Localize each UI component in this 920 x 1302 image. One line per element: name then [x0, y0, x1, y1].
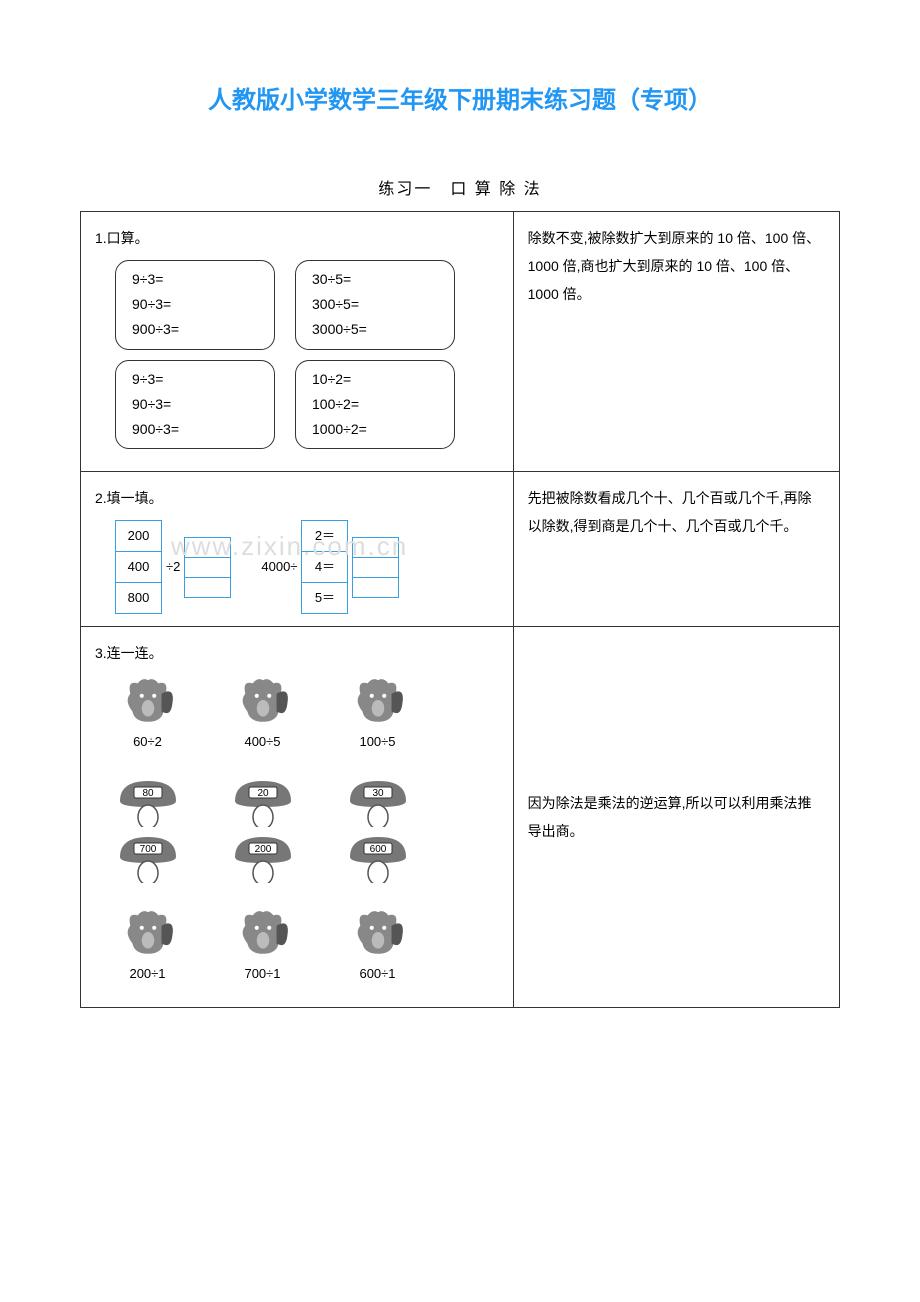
- mini-table-right-in: 2＝ 4＝ 5＝: [301, 520, 348, 614]
- cell: [353, 557, 399, 577]
- mushroom-icon: 200: [233, 835, 293, 883]
- cell: [185, 577, 231, 597]
- mushroom-icon: 700: [118, 835, 178, 883]
- mini-table-left-out: [184, 537, 231, 598]
- expr: 90÷3=: [132, 292, 258, 317]
- op-text: ÷2: [166, 554, 180, 580]
- q1-note-cell: 除数不变,被除数扩大到原来的 10 倍、100 倍、1000 倍,商也扩大到原来…: [513, 212, 839, 472]
- svg-text:200: 200: [254, 844, 271, 855]
- cell: [353, 577, 399, 597]
- expr: 1000÷2=: [312, 417, 438, 442]
- squirrel-row-top: 60÷2 400÷5 100÷5: [105, 675, 499, 755]
- cell: [185, 557, 231, 577]
- expr: 10÷2=: [312, 367, 438, 392]
- page-title: 人教版小学数学三年级下册期末练习题（专项）: [80, 80, 840, 115]
- squirrel-icon: [352, 907, 404, 959]
- mushroom-row-2: 700 200 600: [105, 835, 499, 883]
- expr: 900÷3=: [132, 417, 258, 442]
- expr: 9÷3=: [132, 267, 258, 292]
- expr: 9÷3=: [132, 367, 258, 392]
- svg-text:600: 600: [369, 844, 386, 855]
- cell: [353, 537, 399, 557]
- expr: 100÷2=: [312, 392, 438, 417]
- cell: [185, 537, 231, 557]
- q3-cell: 3.连一连。 60÷2 400÷5 100÷5: [81, 627, 514, 1008]
- q3-note-cell: 因为除法是乘法的逆运算,所以可以利用乘法推导出商。: [513, 627, 839, 1008]
- cell: 800: [116, 583, 162, 614]
- calc-box-2: 30÷5= 300÷5= 3000÷5=: [295, 260, 455, 350]
- op-text: 4000÷: [261, 554, 297, 580]
- exercise-subtitle: 练习一 口 算 除 法: [80, 175, 840, 199]
- worksheet-table: 1.口算。 9÷3= 90÷3= 900÷3= 30÷5= 300÷5= 300…: [80, 211, 840, 1008]
- q2-label: 2.填一填。: [95, 484, 499, 512]
- q3-label: 3.连一连。: [95, 639, 499, 667]
- q2-note: 先把被除数看成几个十、几个百或几个千,再除以除数,得到商是几个十、几个百或几个千…: [528, 484, 825, 540]
- mini-table-right-out: [352, 537, 399, 598]
- conn-label: 200÷1: [129, 961, 165, 987]
- q1-cell: 1.口算。 9÷3= 90÷3= 900÷3= 30÷5= 300÷5= 300…: [81, 212, 514, 472]
- mushroom-row-1: 80 20 30: [105, 779, 499, 827]
- squirrel-icon: [237, 675, 289, 727]
- expr: 30÷5=: [312, 267, 438, 292]
- svg-text:30: 30: [372, 788, 384, 799]
- fill-group-right: 4000÷ 2＝ 4＝ 5＝: [261, 520, 399, 614]
- expr: 3000÷5=: [312, 317, 438, 342]
- cell: 4＝: [302, 552, 348, 583]
- calc-box-1: 9÷3= 90÷3= 900÷3=: [115, 260, 275, 350]
- cell: 5＝: [302, 583, 348, 614]
- fill-group-left: 200 400 800 ÷2: [115, 520, 231, 614]
- squirrel-icon: [122, 675, 174, 727]
- mini-table-left-in: 200 400 800: [115, 520, 162, 614]
- mushroom-icon: 600: [348, 835, 408, 883]
- expr: 300÷5=: [312, 292, 438, 317]
- cell: 2＝: [302, 521, 348, 552]
- mushroom-icon: 20: [233, 779, 293, 827]
- q1-label: 1.口算。: [95, 224, 499, 252]
- squirrel-icon: [352, 675, 404, 727]
- squirrel-row-bottom: 200÷1 700÷1 600÷1: [105, 907, 499, 987]
- q3-note: 因为除法是乘法的逆运算,所以可以利用乘法推导出商。: [528, 789, 825, 845]
- conn-label: 100÷5: [359, 729, 395, 755]
- q2-note-cell: 先把被除数看成几个十、几个百或几个千,再除以除数,得到商是几个十、几个百或几个千…: [513, 472, 839, 627]
- svg-text:700: 700: [139, 844, 156, 855]
- calc-box-3: 9÷3= 90÷3= 900÷3=: [115, 360, 275, 450]
- conn-label: 60÷2: [133, 729, 162, 755]
- q2-cell: 2.填一填。 www.zixin.com.cn 200 400 800 ÷2: [81, 472, 514, 627]
- cell: 400: [116, 552, 162, 583]
- cell: 200: [116, 521, 162, 552]
- q1-note: 除数不变,被除数扩大到原来的 10 倍、100 倍、1000 倍,商也扩大到原来…: [528, 224, 825, 308]
- conn-label: 600÷1: [359, 961, 395, 987]
- squirrel-icon: [122, 907, 174, 959]
- mushroom-icon: 80: [118, 779, 178, 827]
- svg-text:80: 80: [142, 788, 154, 799]
- mushroom-icon: 30: [348, 779, 408, 827]
- conn-label: 700÷1: [244, 961, 280, 987]
- expr: 90÷3=: [132, 392, 258, 417]
- expr: 900÷3=: [132, 317, 258, 342]
- squirrel-icon: [237, 907, 289, 959]
- conn-label: 400÷5: [244, 729, 280, 755]
- svg-text:20: 20: [257, 788, 269, 799]
- calc-box-4: 10÷2= 100÷2= 1000÷2=: [295, 360, 455, 450]
